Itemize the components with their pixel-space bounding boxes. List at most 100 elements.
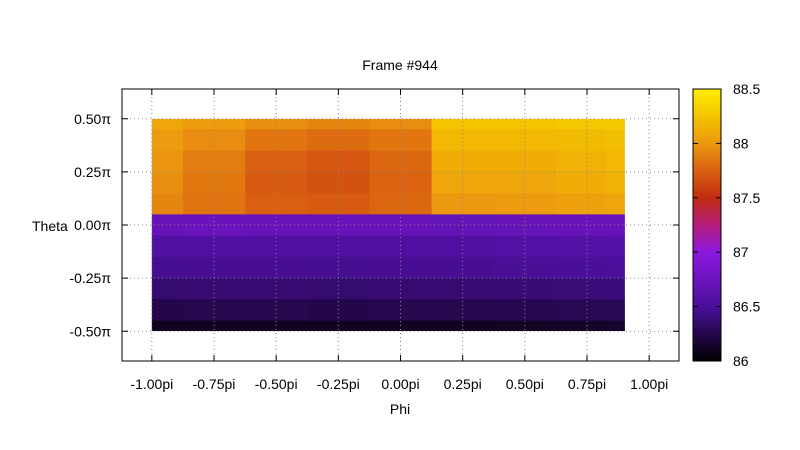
heatmap-cell [151, 299, 184, 322]
x-tick-label: 1.00pi [630, 376, 668, 392]
heatmap-cell [245, 129, 308, 152]
heatmap-cell [369, 171, 433, 194]
y-axis-label: Theta [32, 218, 68, 234]
heatmap-cell [182, 235, 246, 258]
heatmap-cell [307, 235, 371, 258]
heatmap-cell [605, 171, 625, 194]
heatmap-cell [605, 256, 625, 279]
heatmap-cell [555, 119, 607, 130]
heatmap-cell [151, 193, 184, 215]
heatmap-cell [369, 193, 433, 215]
heatmap-cell [369, 299, 433, 322]
x-tick-label: 0.00pi [381, 376, 419, 392]
heatmap-cell [555, 256, 607, 279]
heatmap-cell [245, 193, 308, 215]
heatmap-cell [369, 129, 433, 152]
heatmap-cell [605, 299, 625, 322]
y-tick-label: -0.25π [69, 270, 111, 286]
heatmap-cell [431, 299, 495, 322]
y-tick-label: -0.50π [69, 323, 111, 339]
heatmap-cell [151, 235, 184, 258]
heatmap-cell [605, 214, 625, 237]
heatmap-cell [605, 278, 625, 300]
heatmap-cell [493, 119, 557, 130]
x-tick-label: 0.75pi [568, 376, 606, 392]
heatmap-cell [151, 278, 184, 300]
colorbar-ticks: 88.5 88 87.5 87 86.5 86 [693, 81, 760, 369]
x-tick-label: -0.75pi [193, 376, 236, 392]
heatmap-cell [307, 171, 371, 194]
colorbar-tick-label: 87 [733, 244, 749, 260]
colorbar-tick-label: 86 [733, 353, 749, 369]
heatmap-cell [307, 193, 371, 215]
heatmap-cell [307, 129, 371, 152]
heatmap-cell [555, 320, 607, 331]
heatmap-cell [369, 235, 433, 258]
heatmap-cell [182, 119, 246, 130]
heatmap-cell [307, 119, 371, 130]
heatmap-cell [555, 299, 607, 322]
heatmap-cell [182, 129, 246, 152]
heatmap-cell [245, 171, 308, 194]
heatmap-cell [555, 235, 607, 258]
heatmap-cell [151, 150, 184, 173]
colorbar-tick-label: 88 [733, 135, 749, 151]
heatmap-cell [605, 235, 625, 258]
heatmap-cell [431, 119, 495, 130]
heatmap-cell [555, 193, 607, 215]
heatmap-cell [493, 193, 557, 215]
heatmap-cell [555, 214, 607, 237]
y-axis-ticks: 0.50π 0.25π 0.00π -0.25π -0.50π [69, 111, 679, 339]
colorbar-tick-label: 86.5 [733, 299, 760, 315]
heatmap-cell [431, 320, 495, 331]
heatmap-cell [605, 193, 625, 215]
x-axis-label: Phi [390, 401, 410, 417]
heatmap-cell [493, 235, 557, 258]
heatmap-cell [245, 320, 308, 331]
heatmap-cell [245, 299, 308, 322]
heatmap-cell [182, 320, 246, 331]
x-axis-ticks: -1.00pi -0.75pi -0.50pi -0.25pi 0.00pi 0.25pi… [130, 89, 668, 392]
heatmap-cell [245, 119, 308, 130]
heatmap-cell [431, 256, 495, 279]
heatmap-cell [182, 193, 246, 215]
colorbar-tick-label: 87.5 [733, 190, 760, 206]
heatmap-cell [605, 320, 625, 331]
heatmap-cell [493, 256, 557, 279]
heatmap-cell [369, 256, 433, 279]
heatmap-cell [307, 299, 371, 322]
heatmap-cell [369, 320, 433, 331]
x-tick-label: -0.50pi [255, 376, 298, 392]
x-tick-label: 0.25pi [444, 376, 482, 392]
heatmap-cell [151, 214, 184, 237]
heatmap-cell [182, 256, 246, 279]
heatmap-cell [431, 171, 495, 194]
heatmap-cell [605, 129, 625, 152]
heatmap-cell [307, 320, 371, 331]
y-tick-label: 0.00π [74, 217, 111, 233]
heatmap-cell [245, 256, 308, 279]
grid-lines [122, 89, 679, 361]
heatmap-cell [182, 171, 246, 194]
heatmap-cell [493, 129, 557, 152]
heatmap-cell [182, 299, 246, 322]
heatmap-cell [555, 171, 607, 194]
heatmap-cell [151, 256, 184, 279]
chart-title: Frame #944 [362, 57, 438, 73]
heatmap-cell [431, 235, 495, 258]
heatmap-cell [555, 129, 607, 152]
y-tick-label: 0.50π [74, 111, 111, 127]
heatmap-cell [555, 150, 607, 173]
x-tick-label: 0.50pi [506, 376, 544, 392]
colorbar-tick-label: 88.5 [733, 81, 760, 97]
heatmap-cell [431, 129, 495, 152]
colorbar [692, 88, 722, 362]
heatmap-cell [151, 119, 184, 130]
heatmap-cell [151, 320, 184, 331]
x-tick-label: -0.25pi [317, 376, 360, 392]
heatmap-cell [555, 278, 607, 300]
x-tick-label: -1.00pi [130, 376, 173, 392]
heatmap-cell [493, 171, 557, 194]
heatmap-cell [493, 320, 557, 331]
heatmap-cell [605, 119, 625, 130]
